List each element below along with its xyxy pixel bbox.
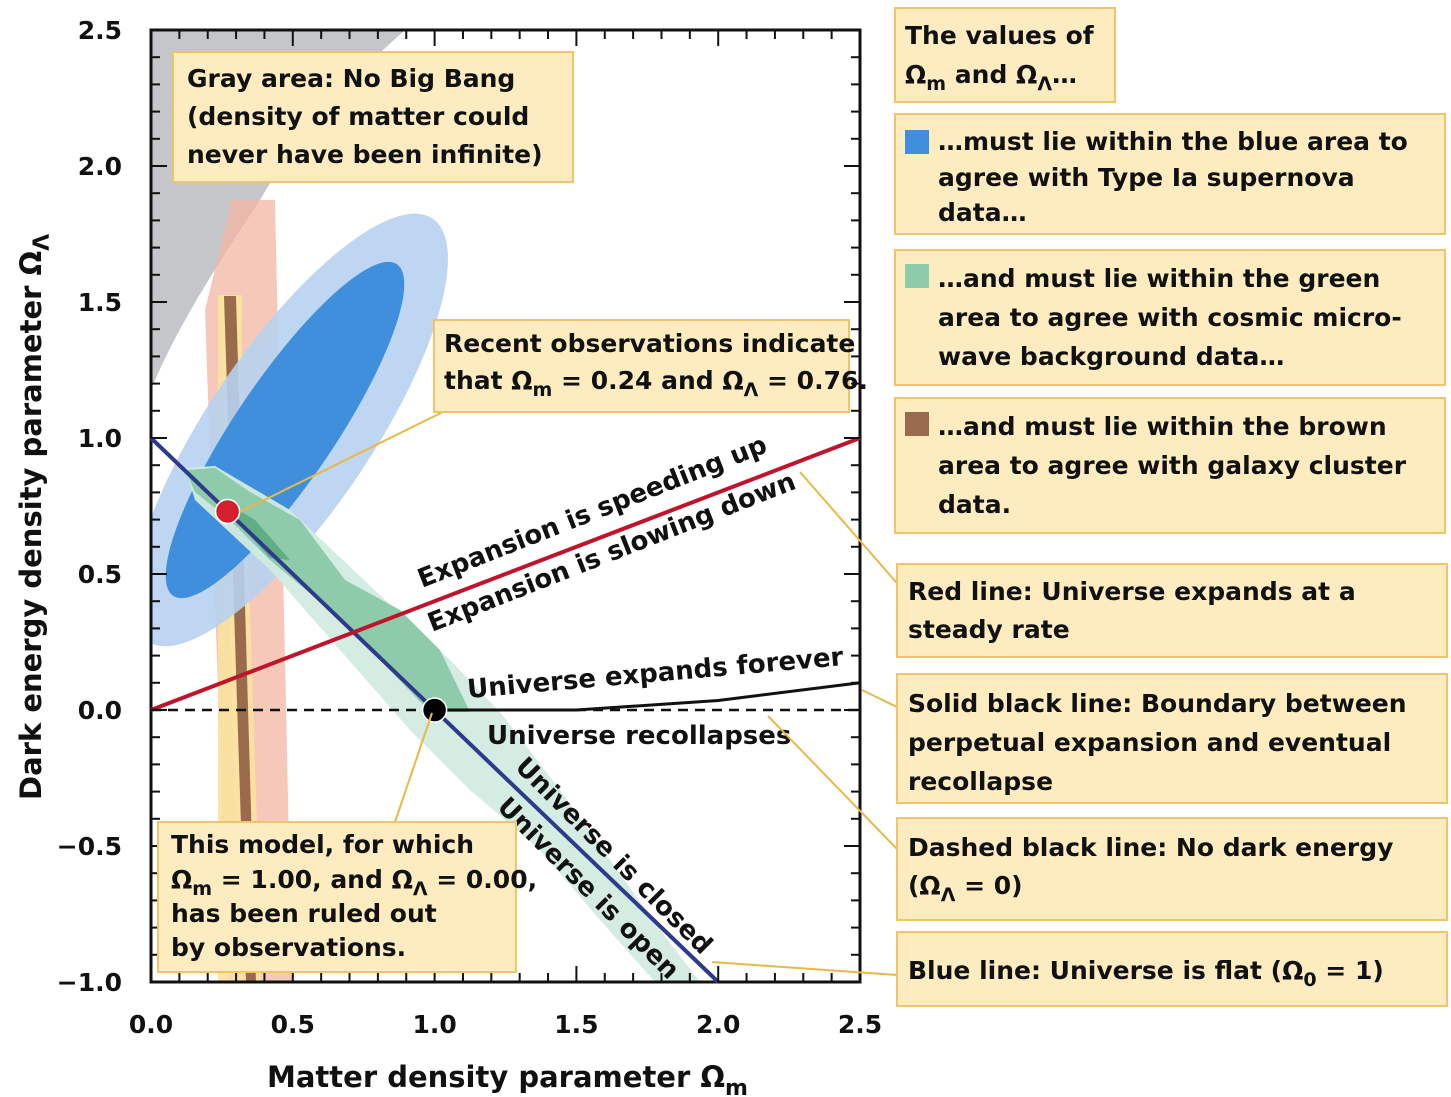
legend-green-box: …and must lie within the green area to a… <box>894 249 1446 386</box>
axis-frame <box>149 28 862 984</box>
axis-ticks: 0.0 0.5 1.0 1.5 2.0 2.5 2.5 2.0 1.5 1.0 0.5 0.0 −0.5… <box>57 16 882 1039</box>
recollapses-label: Universe recollapses <box>487 721 791 751</box>
gray-area-note: Gray area: No Big Bang (density of matte… <box>172 51 574 183</box>
blue-line2: agree with Type Ia supernova <box>938 163 1355 192</box>
leader-model <box>394 712 433 823</box>
green-line2: area to agree with cosmic micro- <box>938 303 1402 332</box>
y-tick-label: −1.0 <box>57 968 122 997</box>
leader-lines <box>239 405 904 976</box>
legend-brown-box: …and must lie within the brown area to a… <box>894 397 1446 534</box>
gray-note-line2: (density of matter could <box>187 102 529 131</box>
ruled-out-point <box>421 697 448 723</box>
solid-line-text3: recollapse <box>908 767 1053 796</box>
brown-line2: area to agree with galaxy cluster <box>938 451 1407 480</box>
model-line4: by observations. <box>171 933 406 962</box>
x-tick-label: 0.0 <box>129 1010 173 1039</box>
values-line1: The values of <box>905 21 1095 50</box>
dashed-line-text2: (ΩΛ = 0) <box>908 871 1023 906</box>
green-line3: wave background data… <box>938 342 1284 371</box>
y-tick-label: 1.0 <box>78 424 122 453</box>
y-tick-label: 0.0 <box>78 696 122 725</box>
recent-line2: that Ωm = 0.24 and ΩΛ = 0.76. <box>444 366 868 401</box>
y-tick-label: 2.5 <box>78 16 122 45</box>
observed-point <box>214 498 241 525</box>
x-tick-label: 1.5 <box>554 1010 598 1039</box>
ruled-out-model-note: This model, for which Ωm = 1.00, and ΩΛ … <box>157 821 537 973</box>
y-tick-label: −0.5 <box>57 832 122 861</box>
x-tick-label: 0.5 <box>271 1010 315 1039</box>
legend-solid-line-box: Solid black line: Boundary between perpe… <box>896 673 1448 804</box>
leader-red-line <box>799 471 904 591</box>
green-swatch <box>905 264 929 288</box>
y-tick-label: 1.5 <box>78 288 122 317</box>
model-line2: Ωm = 1.00, and ΩΛ = 0.00, <box>171 865 537 900</box>
blue-line-text: Blue line: Universe is flat (Ω0 = 1) <box>908 956 1384 991</box>
legend-red-line-box: Red line: Universe expands at a steady r… <box>896 563 1448 658</box>
model-line1: This model, for which <box>171 830 474 859</box>
legend-values-box: The values of Ωm and ΩΛ… <box>894 7 1116 103</box>
red-line-text2: steady rate <box>908 615 1070 644</box>
legend-blue-line-box: Blue line: Universe is flat (Ω0 = 1) <box>896 931 1448 1007</box>
x-tick-label: 2.5 <box>838 1010 882 1039</box>
y-axis-title: Dark energy density parameter ΩΛ <box>14 234 55 800</box>
solid-line-text1: Solid black line: Boundary between <box>908 689 1407 718</box>
data-points <box>214 498 448 723</box>
green-line1: …and must lie within the green <box>938 264 1380 293</box>
legend-dashed-line-box: Dashed black line: No dark energy (ΩΛ = … <box>896 817 1448 921</box>
brown-line3: data. <box>938 490 1011 519</box>
red-line-text1: Red line: Universe expands at a <box>908 577 1356 606</box>
steady-line <box>150 436 861 712</box>
axis-titles: Matter density parameter Ωm Dark energy … <box>14 234 748 1097</box>
gray-note-line3: never have been infinite) <box>187 140 543 169</box>
y-tick-label: 0.5 <box>78 560 122 589</box>
brown-swatch <box>905 412 929 436</box>
leader-blue-line <box>711 961 898 976</box>
boundary-line <box>434 681 861 712</box>
leader-recent <box>239 405 456 513</box>
legend-blue-box: …must lie within the blue area to agree … <box>894 113 1446 235</box>
leader-dashed-line <box>767 715 899 851</box>
recent-observations-note: Recent observations indicate that Ωm = 0… <box>433 319 868 413</box>
gray-note-line1: Gray area: No Big Bang <box>187 64 515 93</box>
leader-solid-line <box>861 689 898 708</box>
dashed-line-text1: Dashed black line: No dark energy <box>908 833 1393 862</box>
blue-line1: …must lie within the blue area to <box>938 127 1408 156</box>
x-tick-label: 2.0 <box>696 1010 740 1039</box>
solid-line-text2: perpetual expansion and eventual <box>908 728 1391 757</box>
x-axis-title: Matter density parameter Ωm <box>267 1060 748 1097</box>
values-line2: Ωm and ΩΛ… <box>905 60 1077 95</box>
brown-line1: …and must lie within the brown <box>938 412 1387 441</box>
blue-line3: data… <box>938 198 1027 227</box>
blue-swatch <box>905 130 929 154</box>
model-line3: has been ruled out <box>171 899 437 928</box>
x-tick-label: 1.0 <box>412 1010 456 1039</box>
recent-line1: Recent observations indicate <box>444 329 855 358</box>
plot-frame <box>149 28 862 984</box>
y-tick-label: 2.0 <box>78 152 122 181</box>
